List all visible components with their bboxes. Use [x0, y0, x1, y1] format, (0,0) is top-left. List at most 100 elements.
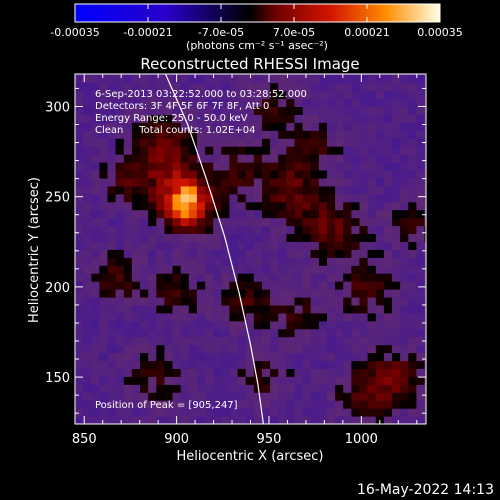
heatmap-cell [424, 185, 426, 195]
heatmap-cell [335, 352, 344, 362]
heatmap-cell [253, 241, 263, 250]
heatmap-cell [237, 154, 247, 163]
heatmap-cell [213, 328, 222, 338]
heatmap-cell [115, 408, 125, 417]
heatmap-cell [351, 289, 361, 298]
heatmap-cell [75, 106, 84, 115]
heatmap-cell [302, 185, 312, 195]
heatmap-cell [270, 209, 279, 219]
heatmap-cell [416, 392, 426, 401]
heatmap-cell [75, 352, 84, 362]
heatmap-cell [408, 193, 417, 203]
heatmap-cell [99, 312, 109, 322]
heatmap-cell [164, 360, 174, 369]
heatmap-cell [367, 265, 377, 274]
heatmap-cell [148, 146, 157, 155]
heatmap-cell [213, 312, 222, 322]
heatmap-cell [131, 297, 141, 306]
heatmap-cell [359, 74, 369, 84]
heatmap-cell [318, 249, 328, 258]
heatmap-cell [131, 304, 141, 314]
heatmap-cell [262, 74, 271, 76]
heatmap-cell [253, 416, 263, 424]
heatmap-cell [213, 106, 222, 115]
heatmap-cell [318, 312, 328, 322]
heatmap-cell [400, 74, 409, 76]
heatmap-cell [75, 304, 84, 314]
heatmap-cell [294, 162, 304, 171]
heatmap-cell [123, 138, 133, 147]
heatmap-cell [310, 265, 320, 274]
heatmap-cell [140, 225, 149, 234]
heatmap-cell [343, 297, 352, 306]
heatmap-cell [229, 408, 239, 417]
heatmap-cell [318, 265, 328, 274]
heatmap-cell [253, 146, 263, 155]
heatmap-cell [270, 312, 279, 322]
heatmap-cell [318, 201, 328, 211]
heatmap-cell [107, 376, 117, 385]
heatmap-cell [383, 185, 393, 195]
heatmap-cell [335, 328, 344, 338]
heatmap-cell [262, 360, 271, 369]
heatmap-cell [221, 281, 230, 290]
heatmap-cell [75, 162, 84, 171]
heatmap-cell [172, 249, 182, 258]
heatmap-cell [327, 185, 336, 195]
heatmap-cell [172, 352, 182, 362]
heatmap-cell [310, 368, 320, 377]
heatmap-cell [131, 193, 141, 203]
heatmap-cell [196, 416, 206, 424]
heatmap-cell [416, 376, 426, 385]
heatmap-cell [351, 177, 361, 187]
heatmap-cell [375, 170, 385, 179]
heatmap-cell [196, 90, 206, 100]
heatmap-cell [91, 312, 100, 322]
heatmap-cell [359, 281, 369, 290]
heatmap-cell [351, 376, 361, 385]
heatmap-cell [140, 257, 149, 266]
heatmap-cell [156, 122, 165, 131]
heatmap-cell [99, 257, 109, 266]
heatmap-cell [408, 106, 417, 115]
heatmap-cell [286, 74, 295, 84]
heatmap-cell [302, 74, 312, 76]
heatmap-cell [75, 408, 84, 417]
heatmap-cell [188, 130, 198, 139]
heatmap-cell [310, 82, 320, 92]
heatmap-cell [123, 392, 133, 401]
heatmap-cell [205, 201, 214, 211]
heatmap-cell [188, 273, 198, 282]
heatmap-cell [262, 233, 271, 242]
heatmap-cell [196, 273, 206, 282]
heatmap-cell [83, 201, 92, 211]
heatmap-cell [286, 376, 295, 385]
heatmap-cell [188, 201, 198, 211]
heatmap-cell [91, 257, 100, 266]
heatmap-cell [367, 74, 377, 76]
heatmap-cell [253, 281, 263, 290]
heatmap-cell [99, 146, 109, 155]
heatmap-cell [310, 328, 320, 338]
heatmap-cell [359, 352, 369, 362]
heatmap-cell [302, 146, 312, 155]
heatmap-cell [359, 177, 369, 187]
heatmap-cell [196, 344, 206, 354]
heatmap-cell [115, 185, 125, 195]
heatmap-cell [335, 320, 344, 330]
heatmap-cell [245, 360, 255, 369]
heatmap-cell [294, 170, 304, 179]
heatmap-cell [424, 90, 426, 100]
heatmap-cell [245, 376, 255, 385]
heatmap-cell [392, 106, 401, 115]
heatmap-cell [99, 233, 109, 242]
heatmap-cell [270, 400, 279, 409]
heatmap-cell [229, 376, 239, 385]
heatmap-cell [213, 392, 222, 401]
heatmap-cell [140, 376, 149, 385]
heatmap-cell [164, 265, 174, 274]
heatmap-cell [367, 225, 377, 234]
heatmap-cell [262, 138, 271, 147]
heatmap-cell [359, 162, 369, 171]
heatmap-cell [213, 241, 222, 250]
